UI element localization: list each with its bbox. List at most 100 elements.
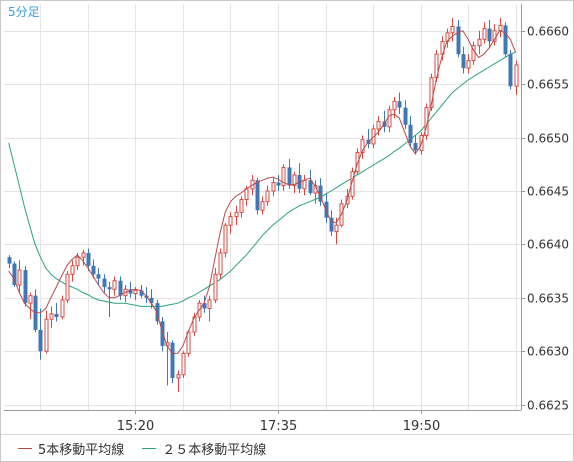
candle-body [234,211,239,218]
candle-body [102,278,107,288]
candle [477,30,482,55]
y-tick-label: 0.6655 [527,78,569,92]
candle-body [482,28,487,40]
candle-body [392,100,397,111]
candle-body [60,299,65,318]
candle-body [334,224,339,233]
candle-body [112,280,117,290]
candle [223,223,228,258]
candle [324,193,329,224]
candle-body [149,297,154,304]
candle-body [181,352,186,376]
candle [28,292,33,320]
candle-body [176,374,181,379]
candle-body [228,216,233,226]
candle-body [450,25,455,34]
candle [60,295,65,320]
candle [107,281,112,318]
candle-body [308,180,313,194]
candle [181,351,186,378]
x-tick-label: 15:20 [117,419,154,434]
candle [44,310,49,354]
candle [12,261,17,288]
candle [456,20,461,58]
candle-body [292,174,297,187]
candle [508,49,513,90]
candle [65,271,70,304]
candle-body [466,60,471,69]
x-tick-label: 17:35 [260,419,297,434]
ma25-legend-label: ２５本移動平均線 [162,442,267,458]
y-tick-label: 0.6640 [527,238,569,252]
candle [308,169,313,196]
x-tick-label: 19:50 [403,419,440,434]
y-tick-label: 0.6630 [527,345,569,359]
candle-body [487,28,492,42]
candle-body [213,273,218,301]
candle [260,196,265,215]
candle [482,22,487,44]
candle-body [498,24,503,32]
candle-body [260,201,265,211]
candle-body [397,101,402,108]
candle [207,295,212,322]
candle-body [223,224,228,254]
candle [413,135,418,155]
candle [33,289,38,333]
candle-body [461,54,466,69]
candle [213,267,218,304]
candle-body [107,287,112,290]
candle [255,178,260,215]
candle-body [503,25,508,55]
candle-body [12,263,17,285]
candle [170,340,175,384]
candle-body [7,257,12,264]
candle-body [514,64,519,87]
candle-body [281,166,286,187]
candle-body [324,201,329,218]
y-tick-label: 0.6635 [527,292,569,306]
candle [91,259,96,279]
y-tick-label: 0.6650 [527,132,569,146]
candle-body [244,188,249,201]
candle-body [81,252,86,258]
candle-body [133,289,138,295]
candle-body [96,274,101,279]
candle [503,22,508,58]
candle-body [218,252,223,275]
candle-body [318,185,323,202]
candle-body [86,252,91,266]
candle-body [408,124,413,143]
candle-body [38,329,43,352]
candle [70,260,75,282]
candle-body [287,167,292,186]
candle [234,205,239,226]
candle [360,135,365,159]
candle-body [376,121,381,130]
candle-body [255,180,260,211]
candle-body [265,190,270,203]
candle-body [155,303,160,322]
candle-body [139,290,144,296]
candle [17,260,22,293]
candle-body [28,295,33,304]
candle-body [54,313,59,318]
candle [408,116,413,147]
candle [424,103,429,140]
candle-body [91,265,96,275]
candle-body [424,107,429,136]
candle [118,276,123,300]
candle-body [207,299,212,310]
candle [292,171,297,194]
candle-body [276,182,281,186]
candle-body [70,265,75,275]
candle [514,60,519,95]
candle [287,158,292,189]
ma5-line [8,30,517,354]
ma25-legend-swatch [142,447,157,449]
ma5-legend-swatch [18,447,32,449]
ma25-line [8,51,516,307]
candle-body [403,107,408,125]
candle [318,178,323,206]
candle-body [271,181,276,192]
